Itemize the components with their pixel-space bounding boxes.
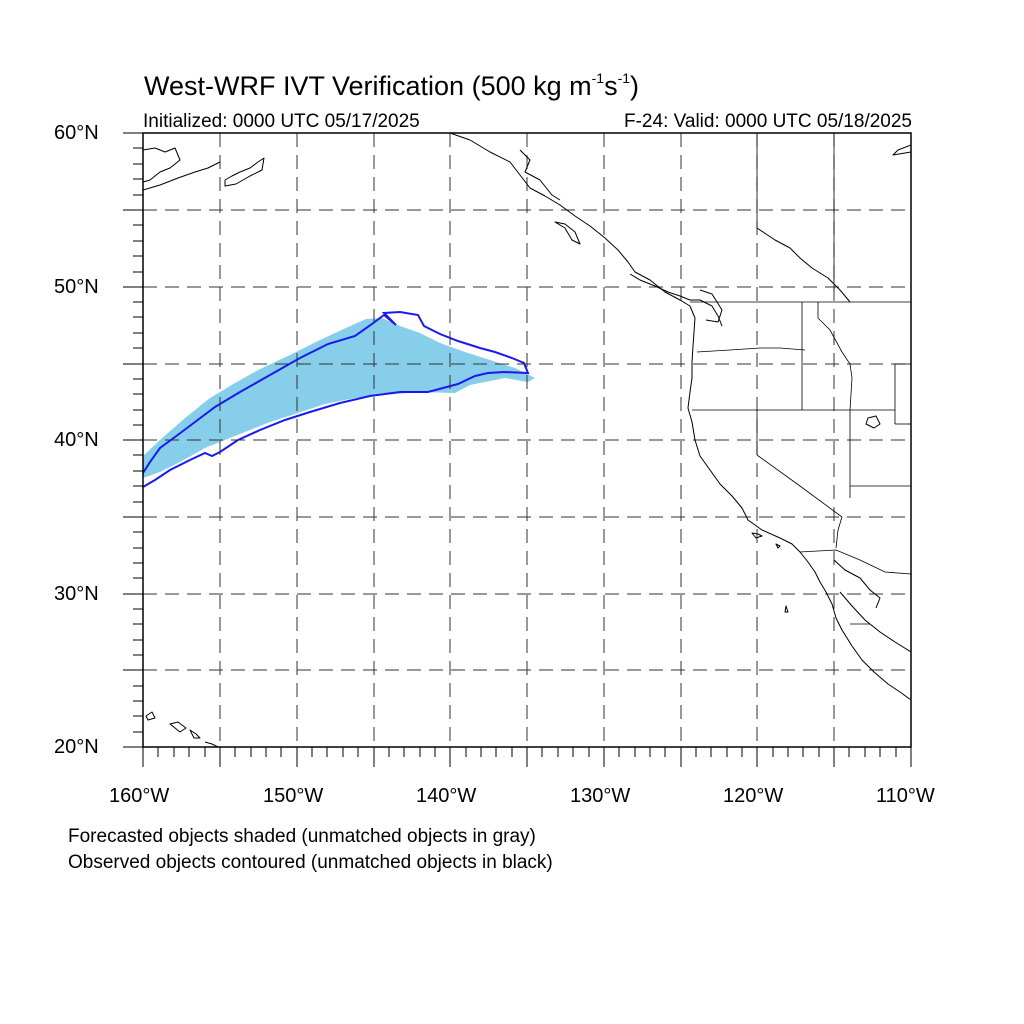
valid-time-label: F-24: Valid: 0000 UTC 05/18/2025 [624,111,912,132]
state-boundaries [690,133,911,625]
lat-label-40n: 40°N [54,429,99,451]
graticule [143,133,911,747]
forecast-note: Forecasted objects shaded (unmatched obj… [68,826,536,847]
forecast-ivt-object [143,318,535,478]
lat-label-30n: 30°N [54,583,99,605]
lon-label-130w: 130°W [570,785,631,807]
lon-label-110w: 110°W [876,785,935,807]
axis-ticks [123,132,912,767]
lon-label-160w: 160°W [109,785,170,807]
lon-label-150w: 150°W [263,785,324,807]
page-title: West-WRF IVT Verification (500 kg m-1s-1… [144,70,640,101]
lon-label-120w: 120°W [723,785,784,807]
lon-label-140w: 140°W [416,785,477,807]
init-time-label: Initialized: 0000 UTC 05/17/2025 [143,111,420,132]
lat-label-60n: 60°N [54,122,99,144]
lat-label-20n: 20°N [54,736,99,758]
lat-label-50n: 50°N [54,276,99,298]
observed-ivt-contour [143,310,530,488]
observed-note: Observed objects contoured (unmatched ob… [68,852,553,873]
coastline [143,133,911,747]
